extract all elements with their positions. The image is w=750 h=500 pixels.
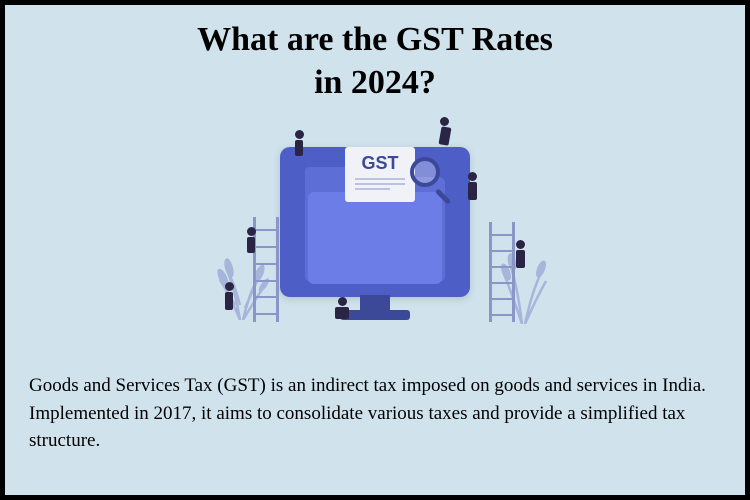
heading-line-2: in 2024?	[314, 64, 436, 101]
person-figure-sitting	[335, 297, 349, 319]
ladder-right-icon	[489, 222, 515, 322]
description-paragraph: Goods and Services Tax (GST) is an indir…	[5, 364, 745, 467]
magnifier-icon	[410, 157, 450, 197]
gst-label-text: GST	[361, 153, 398, 174]
gst-document-icon: GST	[345, 147, 415, 202]
person-figure-top-left	[295, 130, 304, 156]
monitor-base	[340, 310, 410, 320]
ladder-left-icon	[253, 217, 279, 322]
illustration-container: GST	[5, 109, 745, 364]
person-figure-mid-right	[468, 172, 477, 200]
person-figure-top-right	[440, 117, 450, 145]
heading-line-1: What are the GST Rates	[197, 21, 553, 58]
folder-front-icon	[308, 192, 442, 284]
gst-illustration: GST	[205, 122, 545, 352]
person-figure-ladder-right	[516, 240, 525, 268]
document-lines	[355, 178, 405, 193]
main-heading: What are the GST Rates in 2024?	[5, 5, 745, 109]
person-figure-ladder-left	[247, 227, 256, 253]
person-figure-far-left	[225, 282, 234, 310]
